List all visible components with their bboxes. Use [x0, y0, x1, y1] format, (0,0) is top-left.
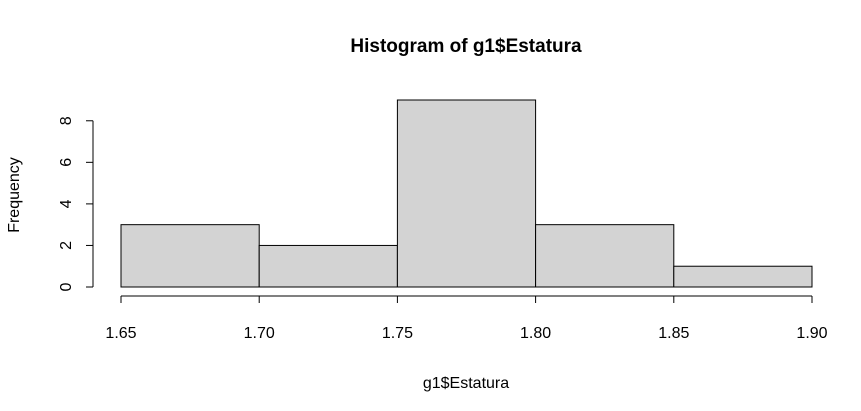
- x-tick-label-6: 1.90: [796, 325, 827, 342]
- histogram-bar-1: [120, 224, 260, 288]
- y-axis-label: Frequency: [6, 157, 23, 233]
- y-tick-label-4: 6: [58, 158, 75, 167]
- histogram-bar-2: [258, 244, 398, 288]
- x-axis: 1.65 1.70 1.75 1.80 1.85 1.90: [105, 295, 828, 342]
- chart-title: Histogram of g1$Estatura: [350, 36, 582, 57]
- histogram-bar-5: [673, 265, 813, 288]
- x-axis-label: g1$Estatura: [423, 375, 509, 392]
- x-tick-label-4: 1.80: [520, 325, 551, 342]
- histogram-bar-4: [535, 224, 675, 288]
- histogram-bar-3: [396, 99, 537, 288]
- x-tick-label-3: 1.75: [382, 325, 413, 342]
- x-tick-label-5: 1.85: [658, 325, 689, 342]
- y-axis: 0 2 4 6 8: [58, 116, 94, 291]
- x-tick-label-2: 1.70: [244, 325, 275, 342]
- x-tick-label-1: 1.65: [105, 325, 136, 342]
- bars-group: [120, 99, 813, 288]
- y-tick-label-2: 2: [58, 241, 75, 250]
- y-tick-label-3: 4: [58, 199, 75, 208]
- y-tick-label-5: 8: [58, 116, 75, 125]
- y-tick-label-1: 0: [58, 282, 75, 291]
